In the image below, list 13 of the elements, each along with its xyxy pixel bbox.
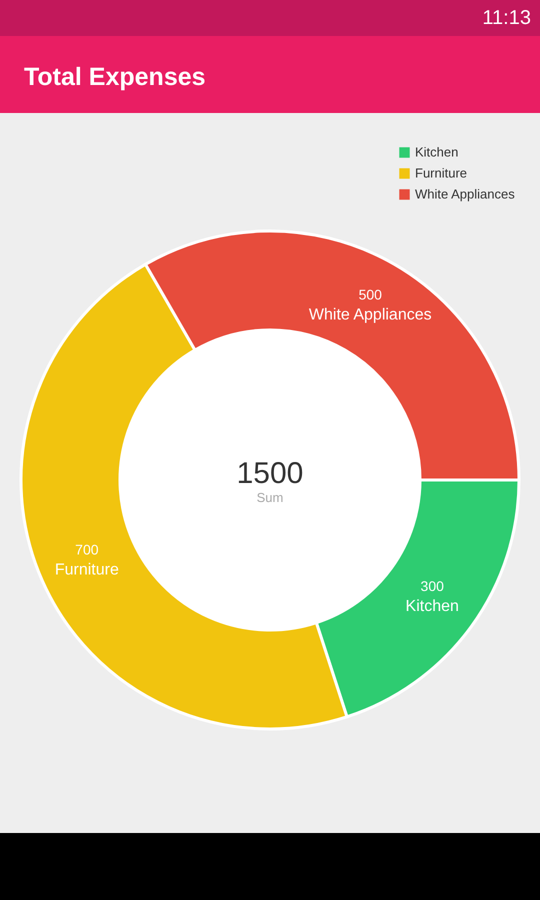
chart-title: Total Expenses	[24, 63, 206, 91]
text: 1500	[236, 457, 304, 490]
legend-label: White Appliances	[415, 186, 516, 202]
data-label: 500	[358, 286, 382, 302]
slice-label: White Appliances	[308, 306, 432, 324]
data-label: 300	[420, 578, 444, 594]
text: Sum	[256, 490, 284, 505]
slice-label: Furniture	[54, 562, 119, 579]
slice-label: Kitchen	[406, 598, 459, 615]
legend-label: Furniture	[415, 166, 468, 180]
text: 11:13	[482, 7, 531, 29]
data-label: 700	[75, 542, 99, 558]
legend-label: Kitchen	[415, 144, 458, 160]
